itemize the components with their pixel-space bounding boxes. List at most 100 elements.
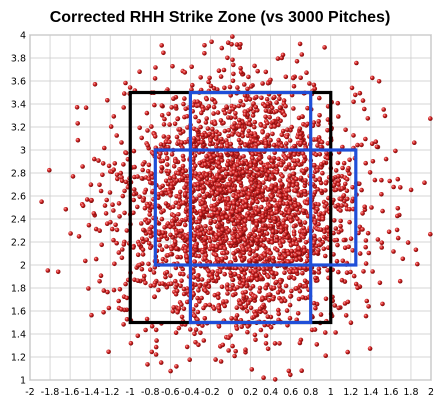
pitch-point [343, 313, 349, 318]
pitch-point [277, 185, 283, 191]
pitch-point [233, 265, 239, 271]
pitch-point [211, 243, 216, 249]
pitch-point [260, 167, 265, 173]
pitch-point [217, 196, 223, 201]
pitch-point [231, 125, 236, 131]
pitch-point [144, 316, 150, 322]
pitch-point [215, 210, 221, 216]
pitch-point [157, 243, 163, 248]
pitch-point [177, 127, 183, 132]
pitch-point [364, 298, 370, 304]
pitch-point [336, 114, 341, 119]
pitch-point [173, 104, 179, 109]
pitch-point [142, 205, 148, 211]
pitch-point [159, 43, 164, 48]
pitch-point [242, 112, 248, 117]
pitch-point [212, 121, 218, 126]
pitch-point [84, 197, 90, 202]
pitch-point [263, 341, 269, 346]
pitch-point [242, 82, 247, 87]
pitch-point [408, 187, 414, 193]
pitch-point [293, 203, 298, 209]
pitch-point [202, 194, 207, 200]
pitch-point [55, 269, 61, 275]
pitch-point [266, 237, 271, 243]
pitch-point [230, 217, 235, 223]
pitch-point [119, 255, 125, 261]
pitch-point [157, 231, 162, 236]
pitch-point [196, 118, 202, 124]
pitch-point [348, 320, 354, 326]
pitch-point [267, 292, 272, 297]
pitch-point [221, 67, 227, 73]
pitch-point [346, 165, 351, 171]
pitch-point [218, 245, 224, 251]
pitch-point [180, 163, 186, 169]
pitch-point [177, 195, 182, 200]
pitch-point [203, 236, 208, 241]
pitch-point [121, 242, 127, 247]
pitch-point [282, 112, 287, 118]
pitch-point [215, 191, 220, 196]
pitch-point [216, 217, 222, 223]
pitch-point [241, 247, 246, 252]
pitch-point [241, 102, 246, 108]
pitch-point [207, 141, 213, 147]
pitch-point [198, 212, 204, 217]
pitch-point [297, 126, 303, 131]
x-tick-label: -1.8 [41, 387, 60, 398]
pitch-point [247, 203, 253, 209]
pitch-point [193, 327, 199, 333]
pitch-point [323, 330, 328, 335]
pitch-point [287, 173, 293, 178]
pitch-point [98, 273, 104, 279]
pitch-point [80, 203, 86, 209]
pitch-point [203, 288, 208, 294]
pitch-point [152, 294, 157, 300]
y-tick-label: 4 [20, 31, 26, 42]
pitch-point [249, 367, 255, 372]
pitch-point [263, 144, 269, 149]
pitch-point [268, 324, 274, 330]
pitch-point [207, 131, 212, 137]
pitch-point [137, 125, 142, 131]
pitch-point [197, 284, 202, 289]
pitch-point [257, 306, 263, 312]
pitch-point [265, 346, 271, 352]
pitch-point [312, 86, 318, 91]
pitch-point [292, 236, 298, 242]
pitch-point [376, 79, 382, 84]
pitch-point [253, 133, 258, 139]
pitch-point [256, 208, 261, 213]
pitch-point [269, 240, 275, 245]
pitch-point [152, 76, 158, 81]
pitch-point [253, 294, 258, 300]
pitch-point [161, 208, 166, 213]
pitch-point [135, 252, 141, 258]
pitch-point [217, 164, 223, 170]
pitch-point [291, 232, 297, 237]
pitch-point [219, 45, 225, 51]
pitch-point [221, 167, 226, 172]
pitch-point [207, 246, 213, 252]
pitch-point [141, 273, 147, 279]
pitch-point [172, 239, 178, 245]
pitch-point [193, 171, 199, 176]
pitch-point [289, 248, 295, 254]
pitch-point [86, 222, 92, 228]
pitch-point [225, 197, 231, 203]
pitch-point [121, 322, 126, 327]
pitch-point [270, 131, 275, 137]
pitch-point [359, 187, 364, 193]
pitch-point [128, 341, 134, 346]
pitch-point [207, 302, 212, 308]
pitch-point [256, 171, 262, 177]
pitch-point [317, 113, 322, 118]
pitch-point [99, 242, 104, 248]
pitch-point [391, 184, 396, 190]
pitch-point [301, 225, 307, 231]
zone-rect-1 [153, 148, 358, 267]
pitch-point [181, 291, 187, 297]
pitch-point [268, 251, 273, 256]
pitch-point [211, 186, 217, 191]
